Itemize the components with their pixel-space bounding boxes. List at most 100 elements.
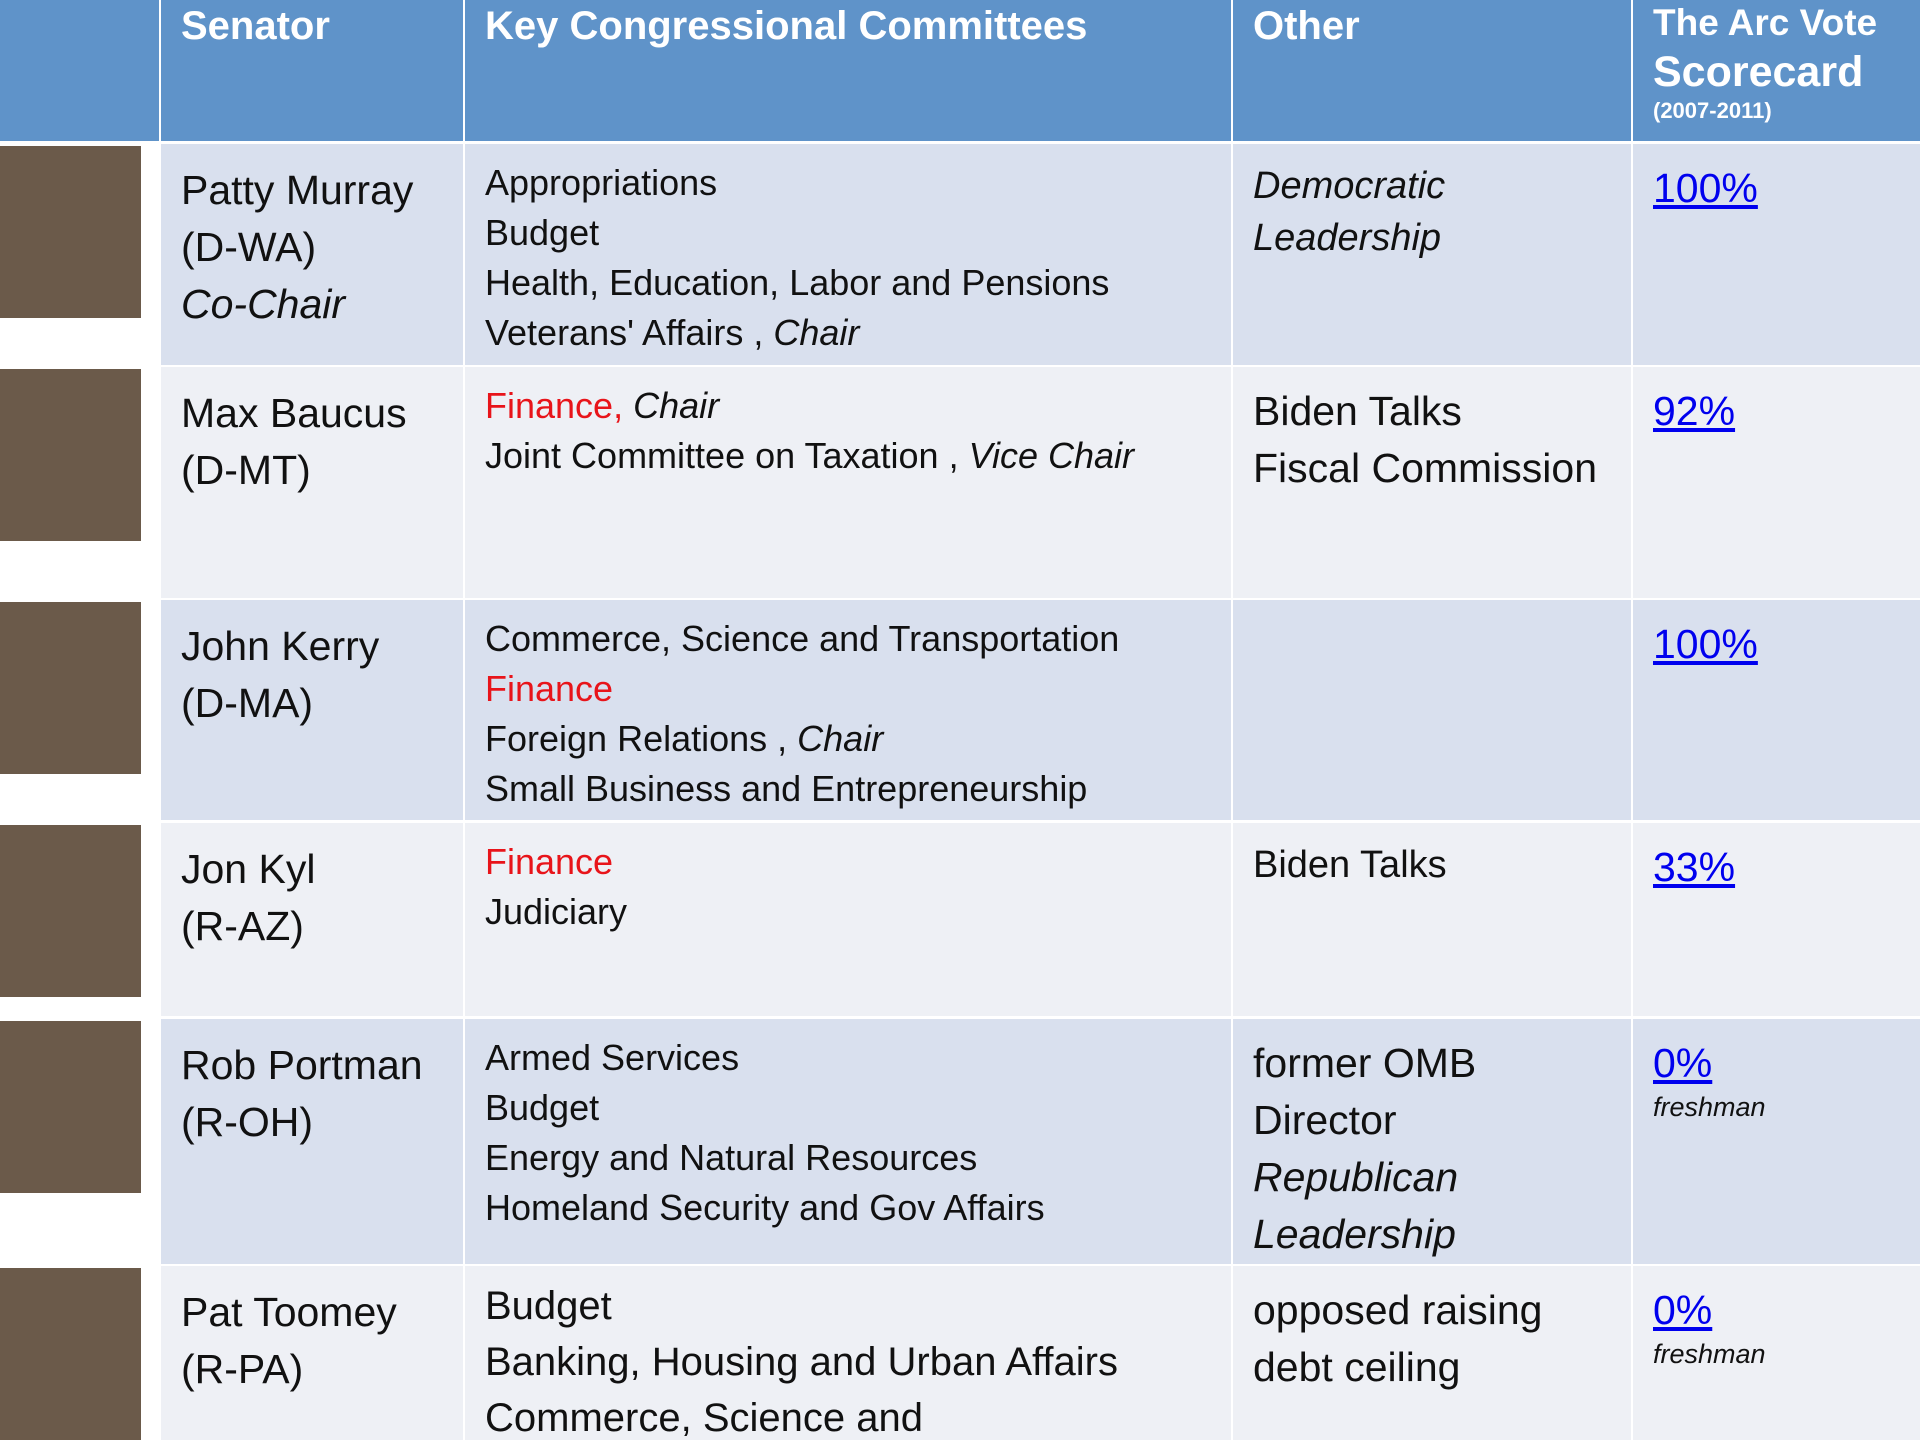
- other-line: Fiscal Commission: [1253, 445, 1597, 491]
- committee-text: Vice Chair: [968, 435, 1134, 476]
- table-cell: 33%: [1633, 823, 1920, 1016]
- score-link[interactable]: 100%: [1653, 165, 1758, 211]
- committee-line: Veterans' Affairs , Chair: [485, 308, 1211, 358]
- senator-name: Max Baucus: [181, 390, 407, 436]
- header-cell: Senator: [161, 0, 463, 141]
- header-cell: Other: [1233, 0, 1631, 141]
- table-cell: Democratic Leadership: [1233, 144, 1631, 365]
- table-cell: [0, 1019, 159, 1264]
- score-link[interactable]: 0%: [1653, 1040, 1713, 1086]
- committee-line: Finance: [485, 837, 1211, 887]
- senator-name: Jon Kyl: [181, 846, 316, 892]
- table-cell: Commerce, Science and Transportation Fina…: [465, 600, 1231, 820]
- committee-line: Small Business and Entrepreneurship: [485, 764, 1211, 814]
- table-cell: Appropriations Budget Health, Education, L…: [465, 144, 1231, 365]
- committee-line: Budget: [485, 1083, 1211, 1133]
- table-cell: 0% freshman: [1633, 1019, 1920, 1264]
- header-label: Senator: [181, 4, 330, 48]
- table-cell: 0% freshman: [1633, 1266, 1920, 1440]
- table-cell: Biden Talks: [1233, 823, 1631, 1016]
- committee-text: Finance: [485, 668, 614, 709]
- senator-role: Co-Chair: [181, 281, 346, 327]
- senator-photo: [0, 825, 141, 997]
- committee-line: Commerce, Science and: [485, 1390, 1211, 1440]
- committee-text: Health, Education, Labor and Pensions: [485, 262, 1110, 303]
- senator-photo: [0, 602, 141, 774]
- table-cell: 100%: [1633, 144, 1920, 365]
- committee-text: Budget: [485, 212, 600, 253]
- table-cell: [0, 600, 159, 820]
- table-cell: [0, 144, 159, 365]
- committee-text: Small Business and Entrepreneurship: [485, 768, 1088, 809]
- committee-text: Commerce, Science and: [485, 1396, 923, 1440]
- senator-name: Pat Toomey: [181, 1289, 397, 1335]
- committee-text: Budget: [485, 1087, 600, 1128]
- table-cell: opposed raising debt ceiling: [1233, 1266, 1631, 1440]
- header-cell: The Arc Vote Scorecard (2007-2011): [1633, 0, 1920, 141]
- other-line: Biden Talks: [1253, 388, 1462, 434]
- header-years: (2007-2011): [1653, 98, 1772, 123]
- committee-line: Judiciary: [485, 887, 1211, 937]
- table-cell: Biden Talks Fiscal Commission: [1233, 367, 1631, 598]
- senator-name: John Kerry: [181, 623, 380, 669]
- table-cell: Armed Services Budget Energy and Natural R…: [465, 1019, 1231, 1264]
- senator-name: (D-MT): [181, 447, 311, 493]
- committee-line: Joint Committee on Taxation , Vice Chair: [485, 431, 1211, 481]
- table-cell: Budget Banking, Housing and Urban Affairs…: [465, 1266, 1231, 1440]
- other-line: Democratic: [1253, 165, 1446, 207]
- committee-line: Budget: [485, 208, 1211, 258]
- other-line: Leadership: [1253, 217, 1442, 259]
- header-label: Scorecard: [1653, 48, 1864, 96]
- committee-text: Budget: [485, 1284, 612, 1328]
- other-line: debt ceiling: [1253, 1344, 1461, 1390]
- committee-line: Commerce, Science and Transportation: [485, 614, 1211, 664]
- senator-name: (R-AZ): [181, 903, 304, 949]
- committee-text: [623, 385, 633, 426]
- header-label: Key Congressional Committees: [485, 4, 1088, 48]
- committee-text: Finance: [485, 841, 614, 882]
- committee-line: Finance: [485, 664, 1211, 714]
- other-line: Republican: [1253, 1154, 1459, 1200]
- table-cell: 92%: [1633, 367, 1920, 598]
- table-cell: Patty Murray (D-WA) Co-Chair: [161, 144, 463, 365]
- senator-name: Patty Murray: [181, 167, 414, 213]
- senator-name: Rob Portman: [181, 1042, 423, 1088]
- committee-text: Armed Services: [485, 1037, 740, 1078]
- senator-name: (R-OH): [181, 1099, 314, 1145]
- committee-text: Banking, Housing and Urban Affairs: [485, 1340, 1118, 1384]
- table-cell: [0, 1266, 159, 1440]
- committee-line: Banking, Housing and Urban Affairs: [485, 1334, 1211, 1390]
- table-cell: [1233, 600, 1631, 820]
- table-cell: Jon Kyl (R-AZ): [161, 823, 463, 1016]
- table-cell: 100%: [1633, 600, 1920, 820]
- table-cell: John Kerry (D-MA): [161, 600, 463, 820]
- committee-line: Health, Education, Labor and Pensions: [485, 258, 1211, 308]
- score-link[interactable]: 33%: [1653, 844, 1736, 890]
- committee-line: Budget: [485, 1278, 1211, 1334]
- senator-photo: [0, 1021, 141, 1193]
- senator-photo: [0, 1268, 141, 1440]
- score-note: freshman: [1653, 1092, 1766, 1122]
- committee-text: Veterans' Affairs ,: [485, 312, 774, 353]
- committee-text: Chair: [633, 385, 720, 426]
- score-link[interactable]: 92%: [1653, 388, 1736, 434]
- header-label: Other: [1253, 4, 1360, 48]
- header-cell: Key Congressional Committees: [465, 0, 1231, 141]
- committee-text: Joint Committee on Taxation ,: [485, 435, 969, 476]
- other-line: Leadership: [1253, 1211, 1456, 1257]
- other-line: Director: [1253, 1097, 1397, 1143]
- committee-text: Commerce, Science and Transportation: [485, 618, 1120, 659]
- score-note: freshman: [1653, 1339, 1766, 1369]
- senator-name: (R-PA): [181, 1346, 304, 1392]
- score-link[interactable]: 0%: [1653, 1287, 1713, 1333]
- other-line: former OMB: [1253, 1040, 1477, 1086]
- score-link[interactable]: 100%: [1653, 621, 1758, 667]
- senator-photo: [0, 146, 141, 318]
- senator-name: (D-MA): [181, 680, 314, 726]
- table-cell: former OMB Director Republican Leadership: [1233, 1019, 1631, 1264]
- committee-text: Foreign Relations ,: [485, 718, 798, 759]
- other-line: opposed raising: [1253, 1287, 1543, 1333]
- committee-text: Finance,: [485, 385, 624, 426]
- committee-text: Energy and Natural Resources: [485, 1137, 978, 1178]
